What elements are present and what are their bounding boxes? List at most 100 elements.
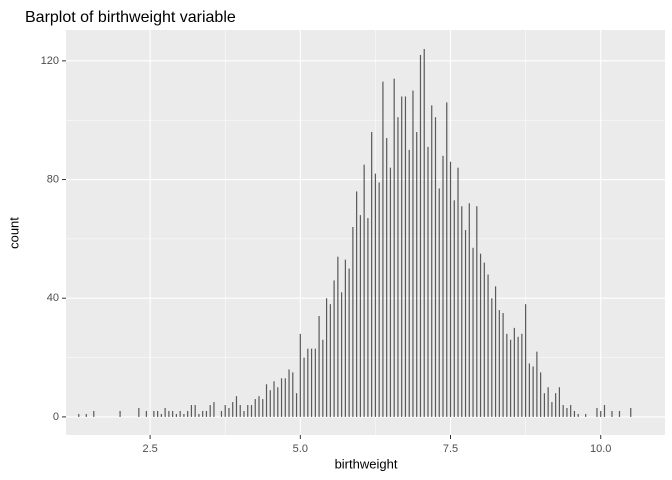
y-tick-label: 80 (47, 173, 59, 185)
bar (536, 351, 538, 417)
bar (194, 405, 196, 417)
bar (164, 408, 166, 417)
bar (382, 81, 384, 417)
bar (532, 366, 534, 417)
bar (329, 304, 331, 417)
bar (284, 378, 286, 417)
y-tick-label: 120 (41, 55, 59, 67)
bar (299, 333, 301, 417)
bar (412, 90, 414, 417)
bar (292, 372, 294, 417)
bar (562, 405, 564, 417)
bar (442, 155, 444, 417)
y-tick-label: 40 (47, 292, 59, 304)
bar (183, 413, 185, 417)
bar (363, 164, 365, 417)
x-tick-label: 7.5 (443, 443, 458, 455)
bar (310, 348, 313, 417)
x-tick-label: 5.0 (293, 443, 308, 455)
bar (570, 405, 572, 417)
bar (438, 188, 440, 417)
bar (119, 410, 121, 417)
bar (468, 203, 470, 417)
bar (318, 316, 320, 417)
panel (66, 30, 665, 435)
bar (352, 227, 354, 417)
bar (555, 393, 557, 417)
bar (85, 413, 87, 417)
bar (528, 363, 530, 417)
bar (232, 402, 234, 417)
x-tick-label: 10.0 (590, 443, 611, 455)
bar (401, 96, 403, 417)
bar (423, 48, 425, 417)
bar (175, 413, 177, 417)
bar (547, 387, 549, 417)
bar (198, 413, 200, 417)
bar (288, 369, 290, 417)
bar (213, 402, 215, 417)
bar (461, 206, 463, 417)
bar (138, 408, 140, 417)
bar (235, 396, 238, 417)
bar (374, 173, 377, 417)
bar (416, 132, 418, 417)
x-axis-label: birthweight (335, 456, 398, 471)
bar (446, 102, 448, 417)
bar (585, 413, 587, 417)
bar (269, 390, 271, 417)
bar (247, 405, 249, 417)
bar (630, 408, 632, 417)
bar (265, 384, 268, 417)
bar (307, 348, 309, 417)
bar (172, 410, 174, 417)
bar (220, 410, 223, 417)
bar (145, 410, 147, 417)
bar (551, 402, 553, 417)
bar (521, 333, 523, 417)
x-tick-label: 2.5 (142, 443, 157, 455)
bar (577, 413, 579, 417)
bar (250, 405, 253, 417)
bar (386, 138, 388, 417)
bar (348, 268, 350, 417)
bar (157, 410, 159, 417)
bar (397, 117, 399, 417)
bar (494, 286, 497, 417)
bar (243, 410, 245, 417)
bar (408, 149, 410, 417)
bar (224, 405, 226, 417)
bar (502, 313, 504, 417)
bar (153, 410, 155, 417)
bar (314, 348, 316, 417)
bar (453, 200, 455, 417)
bar (558, 387, 561, 417)
bar (525, 304, 527, 417)
bar (262, 399, 264, 417)
bar (341, 292, 343, 417)
bar (187, 410, 189, 417)
bar (378, 182, 380, 417)
bar (427, 146, 429, 417)
bar (209, 405, 211, 417)
bar (611, 410, 613, 417)
bar (258, 396, 260, 417)
bar (337, 256, 339, 417)
bar (168, 410, 170, 417)
bar (603, 405, 606, 417)
bar (344, 259, 346, 417)
bar (202, 410, 204, 417)
bar (483, 262, 485, 417)
chart-title: Barplot of birthweight variable (25, 9, 236, 26)
bar (600, 410, 602, 417)
bar (254, 399, 256, 417)
bar (277, 387, 279, 417)
bar (303, 357, 305, 417)
bar (543, 393, 545, 417)
bar (404, 96, 407, 417)
bar (205, 410, 208, 417)
bar (491, 298, 493, 417)
bar (449, 161, 452, 417)
bar (356, 191, 358, 417)
bar (498, 310, 500, 417)
